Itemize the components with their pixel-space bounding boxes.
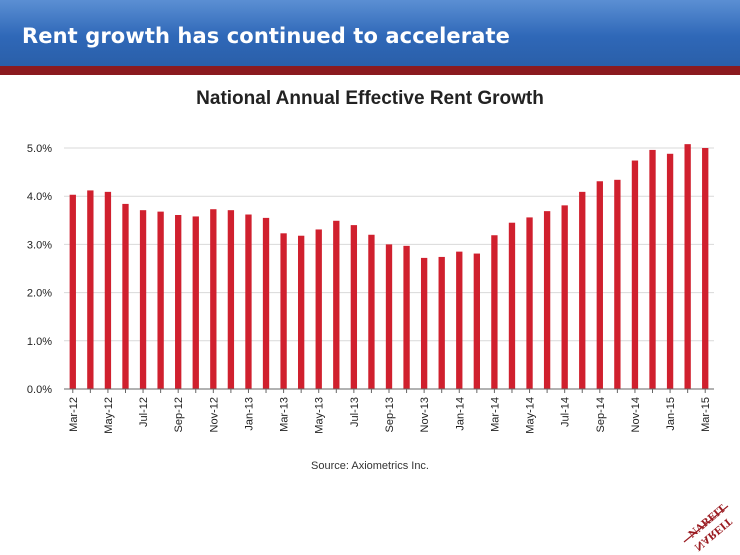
x-tick-label: Sep-13 (384, 397, 396, 432)
x-tick-label: Jan-14 (454, 397, 466, 431)
bar (684, 144, 691, 389)
bar (69, 194, 76, 389)
bar (543, 211, 551, 389)
bar (87, 190, 94, 389)
y-tick-label: 5.0% (27, 143, 52, 155)
chart-title: National Annual Effective Rent Growth (196, 88, 544, 109)
y-tick-label: 2.0% (27, 288, 52, 300)
x-tick-label: Sep-12 (173, 397, 185, 432)
source-note: Source: Axiometrics Inc. (311, 460, 429, 472)
title-banner: Rent growth has continued to accelerate (0, 0, 740, 66)
bar (139, 210, 147, 389)
x-tick-label: May-13 (314, 397, 326, 434)
x-tick-label: Nov-14 (630, 397, 642, 432)
slide-title: Rent growth has continued to accelerate (22, 24, 510, 48)
bar (420, 257, 428, 389)
bar (298, 235, 305, 389)
bar (702, 148, 709, 389)
bar (666, 153, 674, 389)
x-tick-label: Mar-14 (489, 397, 501, 432)
y-tick-label: 1.0% (27, 336, 52, 348)
y-tick-label: 3.0% (27, 239, 52, 251)
bar (438, 256, 445, 389)
x-tick-label: May-12 (103, 397, 115, 434)
bars (69, 144, 709, 389)
bar (473, 253, 480, 389)
bar (122, 203, 129, 389)
bar (456, 251, 463, 389)
bar (315, 229, 322, 389)
rent-growth-chart: 0.0% 1.0% 2.0% 3.0% 4.0% 5.0% Mar-12 May-12 Jul… (27, 143, 714, 434)
bar (649, 149, 656, 389)
bar (579, 191, 586, 389)
bar (368, 234, 375, 389)
bar (333, 220, 340, 389)
bar (508, 222, 516, 389)
bar (175, 214, 182, 389)
bar (245, 214, 252, 389)
bar (403, 245, 410, 389)
x-tick-label: Sep-14 (595, 397, 607, 432)
bar (596, 181, 603, 389)
x-tick-label: Jan-13 (243, 397, 255, 431)
nareit-logo-icon: NAREIT NAREIT (683, 503, 734, 552)
bar (491, 235, 498, 389)
x-tick-label: Mar-13 (279, 397, 291, 432)
gridlines (64, 147, 714, 342)
bar (561, 205, 568, 389)
bar (262, 217, 270, 389)
x-tick-label: Nov-12 (208, 397, 220, 432)
bar (631, 160, 639, 389)
x-tick-label: Mar-15 (700, 397, 712, 432)
x-axis: Mar-12 May-12 Jul-12 Sep-12 Nov-12 Jan-13 Mar-… (64, 388, 714, 434)
x-tick-label: Jul-12 (138, 397, 150, 427)
bar (280, 233, 287, 389)
bar (350, 225, 358, 389)
bar (192, 216, 199, 389)
banner-stripe (0, 66, 740, 75)
x-tick-label: May-14 (525, 397, 537, 434)
x-tick-label: Jul-14 (560, 397, 572, 427)
bar (157, 211, 164, 389)
bar (104, 191, 112, 389)
bar (526, 217, 533, 389)
x-tick-label: Jan-15 (665, 397, 677, 431)
x-tick-label: Jul-13 (349, 397, 361, 427)
y-tick-label: 0.0% (27, 384, 52, 396)
bar (385, 244, 393, 389)
y-axis: 0.0% 1.0% 2.0% 3.0% 4.0% 5.0% (27, 143, 52, 396)
x-tick-label: Nov-13 (419, 397, 431, 432)
bar (614, 179, 621, 389)
bar (210, 209, 217, 389)
y-tick-label: 4.0% (27, 191, 52, 203)
x-tick-label: Mar-12 (68, 397, 80, 432)
bar (227, 210, 235, 389)
